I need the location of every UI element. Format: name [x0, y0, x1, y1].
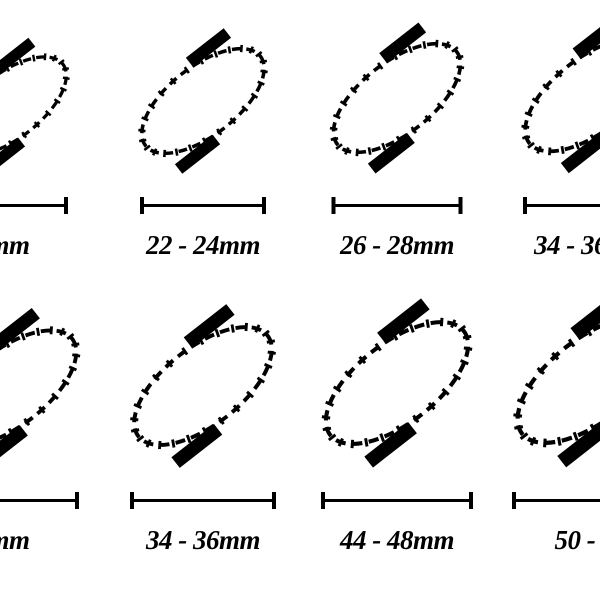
size-label: 34 - 36mm [534, 230, 600, 260]
twisted-ring-icon [0, 307, 81, 469]
size-chart-grid: mm 22 - 24mm 26 - 28mm 34 - 36mm mm 34 - 36mm… [0, 0, 600, 580]
ring-illustration [113, 296, 293, 476]
size-chart-cell[interactable]: 26 - 28mm [300, 0, 494, 285]
dimension-line-bar [331, 204, 463, 207]
size-chart-cell[interactable]: 44 - 48mm [300, 285, 494, 580]
ring-illustration [0, 300, 97, 476]
twisted-ring-icon [138, 28, 268, 174]
dimension-tick-left [512, 492, 516, 509]
dimension-tick-right [458, 197, 463, 214]
twisted-ring-icon [329, 22, 465, 174]
size-chart-cell[interactable]: mm [0, 285, 106, 580]
size-chart-cell[interactable]: 22 - 24mm [106, 0, 300, 285]
dimension-line-bar [0, 499, 79, 502]
size-label: 44 - 48mm [340, 525, 455, 555]
twisted-ring-icon [521, 16, 600, 174]
dimension-tick-right [64, 197, 68, 214]
dimension-line-bar [130, 499, 276, 502]
dimension-tick-left [130, 492, 134, 509]
ring-illustration [314, 15, 480, 181]
dimension-line [0, 197, 68, 214]
dimension-tick-right [75, 492, 79, 509]
ring-illustration [304, 290, 490, 476]
dimension-line [130, 492, 276, 509]
twisted-ring-icon [513, 292, 600, 468]
ring-illustration [505, 9, 600, 181]
dimension-tick-right [469, 492, 473, 509]
twisted-ring-icon [0, 37, 70, 175]
ring-illustration [0, 31, 84, 181]
dimension-line-bar [512, 499, 600, 502]
size-label: mm [0, 525, 30, 555]
dimension-tick-left [140, 197, 144, 214]
size-chart-cell[interactable]: 34 - 36mm [106, 285, 300, 580]
ring-illustration [123, 21, 283, 181]
dimension-tick-left [321, 492, 325, 509]
dimension-line [0, 492, 79, 509]
dimension-line [331, 197, 463, 214]
size-chart-row: mm 22 - 24mm 26 - 28mm 34 - 36mm [0, 0, 600, 285]
size-label: 22 - 24mm [146, 230, 261, 260]
size-chart-row: mm 34 - 36mm 44 - 48mm 50 - 54 [0, 285, 600, 580]
size-chart-cell[interactable]: 34 - 36mm [494, 0, 600, 285]
dimension-line [321, 492, 473, 509]
ring-illustration [495, 284, 600, 476]
size-label: mm [0, 230, 30, 260]
size-label: 34 - 36mm [146, 525, 261, 555]
dimension-line [523, 197, 600, 214]
size-chart-cell[interactable]: 50 - 54 [494, 285, 600, 580]
twisted-ring-icon [130, 304, 276, 468]
dimension-tick-left [331, 197, 336, 214]
dimension-tick-left [523, 197, 527, 214]
dimension-line [512, 492, 600, 509]
size-label: 26 - 28mm [340, 230, 455, 260]
dimension-tick-right [262, 197, 266, 214]
dimension-tick-right [272, 492, 276, 509]
dimension-line-bar [321, 499, 473, 502]
size-chart-cell[interactable]: mm [0, 0, 106, 285]
twisted-ring-icon [321, 298, 473, 468]
dimension-line-bar [523, 204, 600, 207]
dimension-line-bar [140, 204, 266, 207]
dimension-line [140, 197, 266, 214]
dimension-line-bar [0, 204, 68, 207]
size-label: 50 - 54 [554, 525, 600, 555]
